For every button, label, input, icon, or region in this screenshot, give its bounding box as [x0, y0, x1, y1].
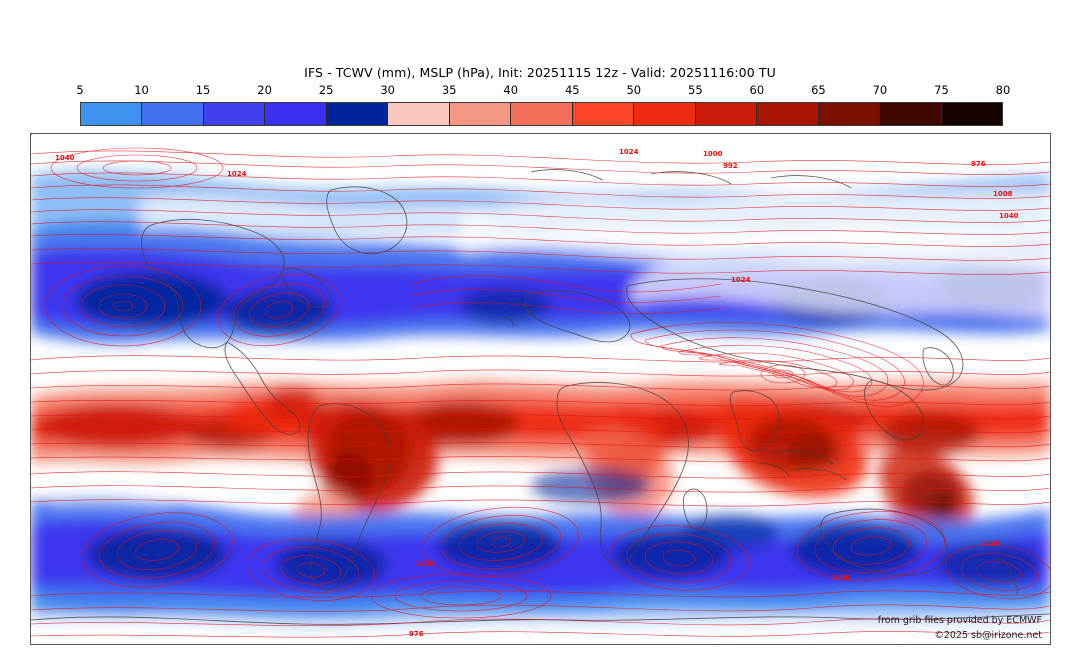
colorbar-segment	[326, 103, 389, 125]
colorbar: 5 10 15 20 25 30 35 40 45 50 55 60 65 70 75 80	[76, 83, 1010, 126]
colorbar-segment	[941, 103, 1003, 125]
colorbar-tick-labels: 5 10 15 20 25 30 35 40 45 50 55 60 65 70 75 80	[76, 83, 1010, 99]
credit-source: from grib files provided by ECMWF	[877, 615, 1042, 626]
isobar-label: 976	[971, 160, 986, 168]
coastline-overlay	[31, 169, 1050, 625]
map-canvas: 1040 1024 1024 1000 992 976 1008 1040 10…	[30, 133, 1051, 645]
colorbar-segment	[265, 103, 327, 125]
colorbar-tick: 5	[76, 83, 84, 97]
colorbar-segment	[880, 103, 942, 125]
colorbar-tick: 35	[441, 83, 457, 97]
colorbar-segment	[81, 103, 143, 125]
isobar-label: 1024	[227, 170, 247, 178]
colorbar-tick: 60	[749, 83, 765, 97]
colorbar-tick: 75	[934, 83, 949, 97]
colorbar-tick: 50	[626, 83, 642, 97]
colorbar-tick: 25	[318, 83, 334, 97]
colorbar-segment	[634, 103, 696, 125]
colorbar-segment	[511, 103, 573, 125]
map-field-rendering: 1040 1024 1024 1000 992 976 1008 1040 10…	[31, 134, 1050, 644]
isobar-value-labels: 1040 1024 1024 1000 992 976 1008 1040 10…	[55, 148, 1019, 638]
isobar-label: 1024	[619, 148, 639, 156]
isobar-label: 1000	[703, 150, 723, 158]
colorbar-segment	[757, 103, 819, 125]
colorbar-tick: 30	[380, 83, 395, 97]
colorbar-tick: 70	[872, 83, 888, 97]
isobar-label: 992	[723, 162, 738, 170]
isobar-label: 1008	[981, 540, 1001, 548]
colorbar-tick: 15	[195, 83, 211, 97]
colorbar-gradient	[80, 102, 1003, 126]
colorbar-segment	[695, 103, 758, 125]
colorbar-tick: 55	[688, 83, 703, 97]
isobar-label: 1008	[831, 574, 851, 582]
colorbar-segment	[572, 103, 635, 125]
isobar-label: 1024	[731, 276, 751, 284]
isobar-label: 1040	[999, 212, 1019, 220]
colorbar-segment	[388, 103, 450, 125]
isobar-label: 1008	[993, 190, 1013, 198]
isobar-label: 976	[409, 630, 424, 638]
colorbar-segment	[142, 103, 204, 125]
mslp-isobar-contours	[31, 134, 1050, 638]
page-title: IFS - TCWV (mm), MSLP (hPa), Init: 20251…	[304, 65, 776, 80]
colorbar-tick: 10	[134, 83, 149, 97]
colorbar-segment	[449, 103, 512, 125]
isobar-label: 1040	[55, 154, 75, 162]
colorbar-tick: 80	[995, 83, 1011, 97]
colorbar-segment	[818, 103, 881, 125]
colorbar-tick: 45	[564, 83, 580, 97]
colorbar-tick: 40	[503, 83, 519, 97]
isobar-label: 1008	[415, 560, 435, 568]
colorbar-tick: 20	[257, 83, 272, 97]
colorbar-tick: 65	[811, 83, 826, 97]
colorbar-segment	[203, 103, 266, 125]
credit-copyright: ©2025 sb@irizone.net	[934, 630, 1042, 641]
